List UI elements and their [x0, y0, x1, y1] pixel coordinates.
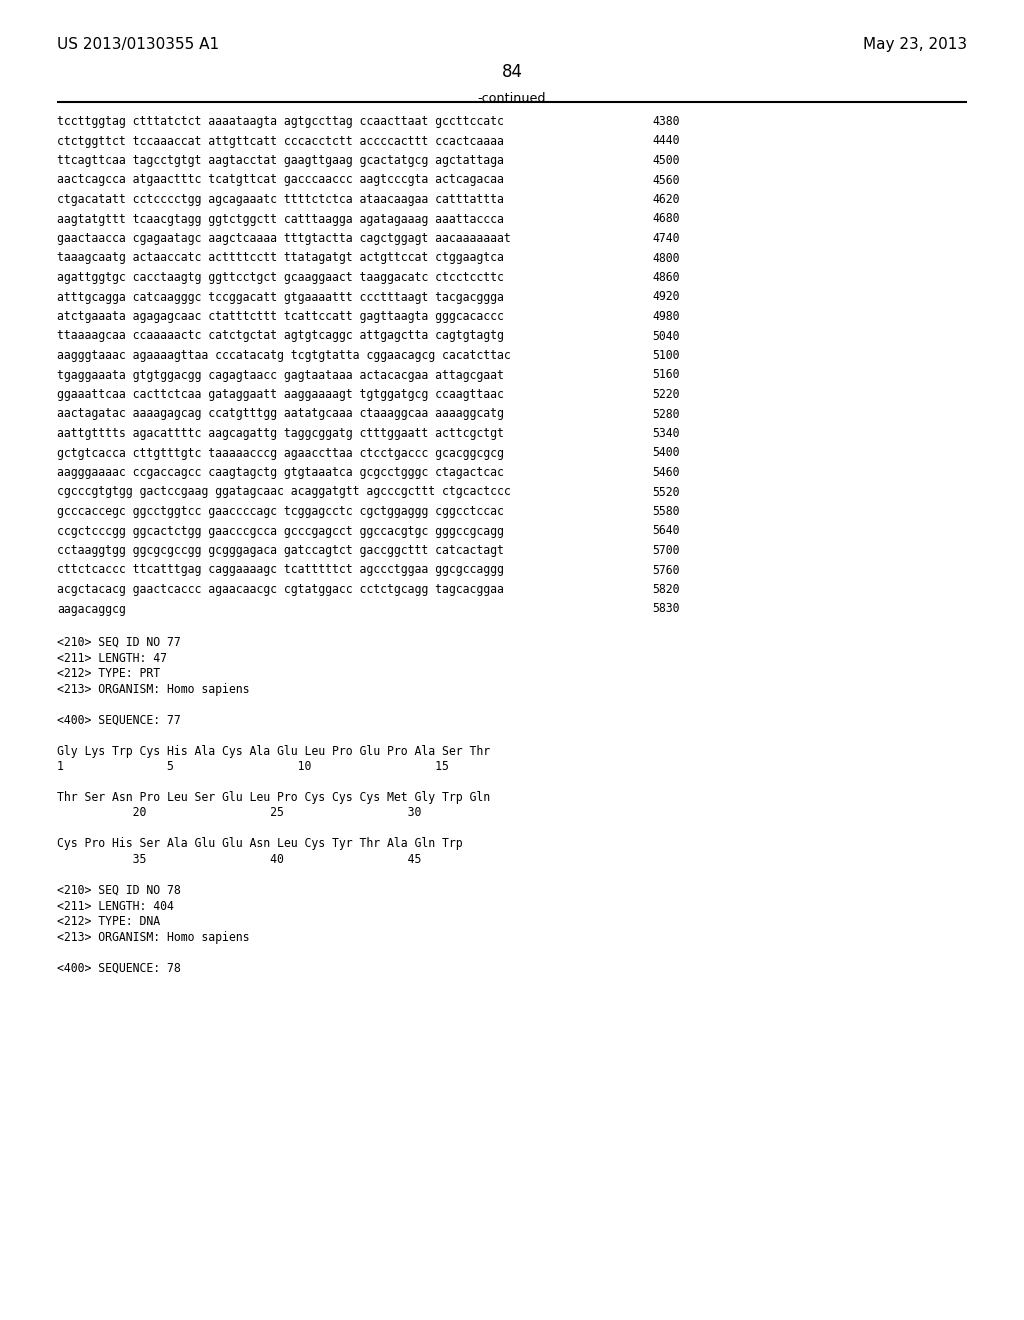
Text: 4920: 4920: [652, 290, 680, 304]
Text: 84: 84: [502, 63, 522, 81]
Text: agattggtgc cacctaagtg ggttcctgct gcaaggaact taaggacatc ctcctccttc: agattggtgc cacctaagtg ggttcctgct gcaagga…: [57, 271, 504, 284]
Text: 35                  40                  45: 35 40 45: [57, 853, 421, 866]
Text: <213> ORGANISM: Homo sapiens: <213> ORGANISM: Homo sapiens: [57, 682, 250, 696]
Text: 4980: 4980: [652, 310, 680, 323]
Text: gaactaacca cgagaatagc aagctcaaaa tttgtactta cagctggagt aacaaaaaaat: gaactaacca cgagaatagc aagctcaaaa tttgtac…: [57, 232, 511, 246]
Text: 4380: 4380: [652, 115, 680, 128]
Text: 5520: 5520: [652, 486, 680, 499]
Text: -continued: -continued: [478, 92, 546, 106]
Text: ctgacatatt cctcccctgg agcagaaatc ttttctctca ataacaagaa catttattta: ctgacatatt cctcccctgg agcagaaatc ttttctc…: [57, 193, 504, 206]
Text: ttcagttcaa tagcctgtgt aagtacctat gaagttgaag gcactatgcg agctattaga: ttcagttcaa tagcctgtgt aagtacctat gaagttg…: [57, 154, 504, 168]
Text: ggaaattcaa cacttctcaa gataggaatt aaggaaaagt tgtggatgcg ccaagttaac: ggaaattcaa cacttctcaa gataggaatt aaggaaa…: [57, 388, 504, 401]
Text: 5640: 5640: [652, 524, 680, 537]
Text: taaagcaatg actaaccatc acttttcctt ttatagatgt actgttccat ctggaagtca: taaagcaatg actaaccatc acttttcctt ttataga…: [57, 252, 504, 264]
Text: 5280: 5280: [652, 408, 680, 421]
Text: aagacaggcg: aagacaggcg: [57, 602, 126, 615]
Text: <212> TYPE: PRT: <212> TYPE: PRT: [57, 667, 160, 680]
Text: aagtatgttt tcaacgtagg ggtctggctt catttaagga agatagaaag aaattaccca: aagtatgttt tcaacgtagg ggtctggctt catttaa…: [57, 213, 504, 226]
Text: acgctacacg gaactcaccc agaacaacgc cgtatggacc cctctgcagg tagcacggaa: acgctacacg gaactcaccc agaacaacgc cgtatgg…: [57, 583, 504, 597]
Text: 5160: 5160: [652, 368, 680, 381]
Text: tccttggtag ctttatctct aaaataagta agtgccttag ccaacttaat gccttccatc: tccttggtag ctttatctct aaaataagta agtgcct…: [57, 115, 504, 128]
Text: 5340: 5340: [652, 426, 680, 440]
Text: <212> TYPE: DNA: <212> TYPE: DNA: [57, 915, 160, 928]
Text: 4800: 4800: [652, 252, 680, 264]
Text: 4440: 4440: [652, 135, 680, 148]
Text: ttaaaagcaa ccaaaaactc catctgctat agtgtcaggc attgagctta cagtgtagtg: ttaaaagcaa ccaaaaactc catctgctat agtgtca…: [57, 330, 504, 342]
Text: aactcagcca atgaactttc tcatgttcat gacccaaccc aagtcccgta actcagacaa: aactcagcca atgaactttc tcatgttcat gacccaa…: [57, 173, 504, 186]
Text: gcccaccegc ggcctggtcc gaaccccagc tcggagcctc cgctggaggg cggcctccac: gcccaccegc ggcctggtcc gaaccccagc tcggagc…: [57, 506, 504, 517]
Text: 4740: 4740: [652, 232, 680, 246]
Text: ccgctcccgg ggcactctgg gaacccgcca gcccgagcct ggccacgtgc gggccgcagg: ccgctcccgg ggcactctgg gaacccgcca gcccgag…: [57, 524, 504, 537]
Text: aagggaaaac ccgaccagcc caagtagctg gtgtaaatca gcgcctgggc ctagactcac: aagggaaaac ccgaccagcc caagtagctg gtgtaaa…: [57, 466, 504, 479]
Text: 5820: 5820: [652, 583, 680, 597]
Text: 5040: 5040: [652, 330, 680, 342]
Text: Cys Pro His Ser Ala Glu Glu Asn Leu Cys Tyr Thr Ala Gln Trp: Cys Pro His Ser Ala Glu Glu Asn Leu Cys …: [57, 837, 463, 850]
Text: 5830: 5830: [652, 602, 680, 615]
Text: May 23, 2013: May 23, 2013: [863, 37, 967, 51]
Text: Gly Lys Trp Cys His Ala Cys Ala Glu Leu Pro Glu Pro Ala Ser Thr: Gly Lys Trp Cys His Ala Cys Ala Glu Leu …: [57, 744, 490, 758]
Text: 4560: 4560: [652, 173, 680, 186]
Text: <210> SEQ ID NO 77: <210> SEQ ID NO 77: [57, 636, 181, 649]
Text: <400> SEQUENCE: 78: <400> SEQUENCE: 78: [57, 961, 181, 974]
Text: cttctcaccc ttcatttgag caggaaaagc tcatttttct agccctggaa ggcgccaggg: cttctcaccc ttcatttgag caggaaaagc tcatttt…: [57, 564, 504, 577]
Text: <211> LENGTH: 47: <211> LENGTH: 47: [57, 652, 167, 664]
Text: <213> ORGANISM: Homo sapiens: <213> ORGANISM: Homo sapiens: [57, 931, 250, 944]
Text: 5460: 5460: [652, 466, 680, 479]
Text: 4500: 4500: [652, 154, 680, 168]
Text: <211> LENGTH: 404: <211> LENGTH: 404: [57, 899, 174, 912]
Text: 5100: 5100: [652, 348, 680, 362]
Text: 5760: 5760: [652, 564, 680, 577]
Text: 4860: 4860: [652, 271, 680, 284]
Text: 5220: 5220: [652, 388, 680, 401]
Text: atctgaaata agagagcaac ctatttcttt tcattccatt gagttaagta gggcacaccc: atctgaaata agagagcaac ctatttcttt tcattcc…: [57, 310, 504, 323]
Text: <400> SEQUENCE: 77: <400> SEQUENCE: 77: [57, 714, 181, 726]
Text: US 2013/0130355 A1: US 2013/0130355 A1: [57, 37, 219, 51]
Text: ctctggttct tccaaaccat attgttcatt cccacctctt accccacttt ccactcaaaa: ctctggttct tccaaaccat attgttcatt cccacct…: [57, 135, 504, 148]
Text: 1               5                  10                  15: 1 5 10 15: [57, 760, 449, 774]
Text: 4620: 4620: [652, 193, 680, 206]
Text: cgcccgtgtgg gactccgaag ggatagcaac acaggatgtt agcccgcttt ctgcactccc: cgcccgtgtgg gactccgaag ggatagcaac acagga…: [57, 486, 511, 499]
Text: 5580: 5580: [652, 506, 680, 517]
Text: <210> SEQ ID NO 78: <210> SEQ ID NO 78: [57, 884, 181, 898]
Text: cctaaggtgg ggcgcgccgg gcgggagaca gatccagtct gaccggcttt catcactagt: cctaaggtgg ggcgcgccgg gcgggagaca gatccag…: [57, 544, 504, 557]
Text: tgaggaaata gtgtggacgg cagagtaacc gagtaataaa actacacgaa attagcgaat: tgaggaaata gtgtggacgg cagagtaacc gagtaat…: [57, 368, 504, 381]
Text: gctgtcacca cttgtttgtc taaaaacccg agaaccttaa ctcctgaccc gcacggcgcg: gctgtcacca cttgtttgtc taaaaacccg agaacct…: [57, 446, 504, 459]
Text: aactagatac aaaagagcag ccatgtttgg aatatgcaaa ctaaaggcaa aaaaggcatg: aactagatac aaaagagcag ccatgtttgg aatatgc…: [57, 408, 504, 421]
Text: Thr Ser Asn Pro Leu Ser Glu Leu Pro Cys Cys Cys Met Gly Trp Gln: Thr Ser Asn Pro Leu Ser Glu Leu Pro Cys …: [57, 791, 490, 804]
Text: 4680: 4680: [652, 213, 680, 226]
Text: 5700: 5700: [652, 544, 680, 557]
Text: aagggtaaac agaaaagttaa cccatacatg tcgtgtatta cggaacagcg cacatcttac: aagggtaaac agaaaagttaa cccatacatg tcgtgt…: [57, 348, 511, 362]
Text: atttgcagga catcaagggc tccggacatt gtgaaaattt ccctttaagt tacgacggga: atttgcagga catcaagggc tccggacatt gtgaaaa…: [57, 290, 504, 304]
Text: 5400: 5400: [652, 446, 680, 459]
Text: aattgtttts agacattttc aagcagattg taggcggatg ctttggaatt acttcgctgt: aattgtttts agacattttc aagcagattg taggcgg…: [57, 426, 504, 440]
Text: 20                  25                  30: 20 25 30: [57, 807, 421, 820]
